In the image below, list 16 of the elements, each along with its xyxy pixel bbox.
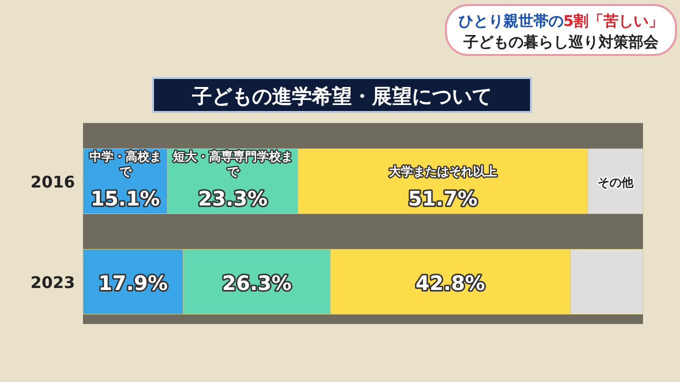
data-label: 15.1% — [90, 186, 160, 210]
y-tick-label: 2023 — [30, 272, 75, 292]
text: 子どもの暮らし巡り対策部会 — [462, 33, 660, 51]
series-label: 大学またはそれ以上 — [388, 164, 497, 178]
data-label: 42.8% — [416, 270, 486, 295]
series-label: その他 — [597, 175, 634, 190]
series-label: 中学・高校まで — [89, 149, 162, 178]
series-label: 短大・高専専門学校まで — [172, 149, 293, 178]
y-tick-label: 2016 — [30, 172, 75, 192]
data-label: 17.9% — [98, 270, 168, 295]
chart-title: 子どもの進学希望・展望について — [191, 84, 492, 108]
text: 5割「苦しい」 — [563, 12, 664, 30]
data-label: 23.3% — [198, 186, 268, 210]
text: ひとり親世帯の — [458, 12, 564, 30]
data-label: 51.7% — [408, 186, 478, 210]
data-label: 26.3% — [222, 270, 292, 295]
